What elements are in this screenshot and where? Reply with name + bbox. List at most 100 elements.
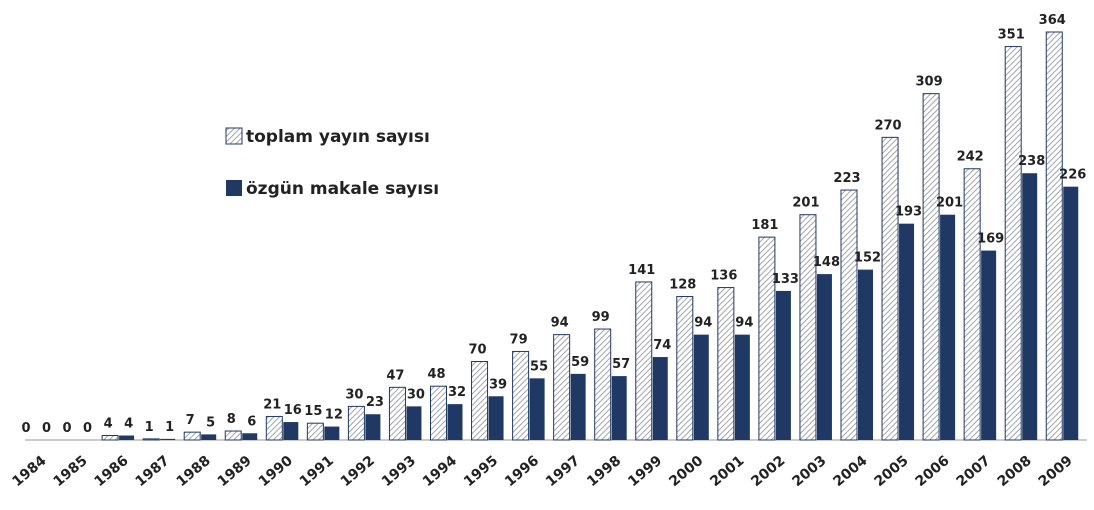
bar <box>652 357 668 440</box>
value-label: 238 <box>1018 154 1045 169</box>
value-label: 15 <box>304 404 322 419</box>
value-label: 242 <box>957 150 984 165</box>
bar <box>101 435 119 441</box>
legend-swatch <box>226 180 242 196</box>
value-label: 94 <box>551 316 569 331</box>
x-tick-label: 1993 <box>379 453 419 490</box>
bar <box>922 93 940 441</box>
x-tick-label: 1992 <box>338 453 378 490</box>
value-label: 79 <box>510 332 528 347</box>
value-label: 1 <box>145 420 154 435</box>
bar <box>594 328 612 441</box>
x-tick-label: 1985 <box>50 453 90 490</box>
bar <box>1063 186 1079 440</box>
bar <box>347 405 365 441</box>
bar <box>963 168 981 441</box>
x-tick-label: 1991 <box>297 453 337 490</box>
bar <box>775 290 791 440</box>
bar <box>306 422 324 441</box>
value-label: 364 <box>1039 13 1066 28</box>
x-tick-label: 1984 <box>9 453 49 490</box>
value-label: 94 <box>735 316 753 331</box>
x-tick-label: 1988 <box>174 453 214 490</box>
x-tick-label: 1996 <box>502 453 542 490</box>
bar <box>201 434 217 440</box>
bar <box>981 250 997 440</box>
value-label: 223 <box>833 171 860 186</box>
value-label: 32 <box>448 385 466 400</box>
bar <box>553 334 571 441</box>
bar <box>512 350 530 441</box>
value-label: 59 <box>571 355 589 370</box>
bar <box>881 136 899 441</box>
bar <box>858 269 873 440</box>
value-label: 169 <box>977 232 1004 247</box>
bar <box>799 214 817 441</box>
bar <box>1004 46 1022 441</box>
value-label: 152 <box>854 251 881 266</box>
bar <box>142 438 160 441</box>
bar <box>816 274 832 440</box>
bar <box>447 404 463 440</box>
bar <box>758 236 776 441</box>
value-label: 136 <box>710 269 737 284</box>
value-label: 351 <box>998 28 1025 43</box>
bar <box>406 406 422 440</box>
value-label: 0 <box>63 421 72 436</box>
bar <box>224 430 242 441</box>
value-label: 8 <box>227 412 236 427</box>
bar <box>635 281 653 441</box>
bar <box>488 396 504 440</box>
value-label: 23 <box>366 395 384 410</box>
value-label: 47 <box>386 368 404 383</box>
x-tick-label: 2002 <box>748 453 788 490</box>
value-label: 21 <box>263 397 281 412</box>
bar <box>324 426 340 440</box>
bar <box>734 334 750 440</box>
value-label: 4 <box>104 417 113 432</box>
value-label: 193 <box>895 205 922 220</box>
value-label: 201 <box>936 196 963 211</box>
value-label: 226 <box>1059 168 1086 183</box>
value-label: 201 <box>792 196 819 211</box>
bar <box>119 435 135 440</box>
bar <box>899 223 915 440</box>
x-tick-label: 2007 <box>954 453 994 490</box>
bar <box>388 386 406 441</box>
bar <box>283 422 299 440</box>
value-label: 4 <box>124 417 133 432</box>
value-label: 30 <box>407 387 425 402</box>
legend-label: özgün makale sayısı <box>246 179 439 199</box>
value-label: 0 <box>83 421 92 436</box>
value-label: 16 <box>284 403 302 418</box>
bar <box>365 414 381 440</box>
value-label: 148 <box>813 255 840 270</box>
value-label: 128 <box>669 278 696 293</box>
bar <box>693 334 709 440</box>
x-tick-label: 1994 <box>420 453 460 490</box>
bar <box>242 433 258 440</box>
x-tick-label: 1986 <box>92 453 132 490</box>
value-label: 48 <box>427 367 445 382</box>
x-tick-label: 1987 <box>133 453 173 490</box>
value-label: 0 <box>42 421 51 436</box>
value-label: 74 <box>653 338 671 353</box>
x-tick-label: 1989 <box>215 453 255 490</box>
x-tick-label: 1997 <box>543 453 583 490</box>
bar <box>265 415 283 441</box>
value-label: 141 <box>628 263 655 278</box>
value-label: 55 <box>530 359 548 374</box>
x-tick-label: 2001 <box>707 453 747 490</box>
bar <box>940 214 956 440</box>
value-label: 94 <box>694 316 712 331</box>
bar <box>840 189 858 441</box>
bar <box>160 438 176 440</box>
bar <box>529 378 545 440</box>
bar <box>1045 31 1063 441</box>
bar <box>471 361 489 441</box>
x-tick-label: 1998 <box>584 453 624 490</box>
value-label: 30 <box>345 387 363 402</box>
x-tick-label: 2000 <box>666 453 706 490</box>
value-label: 70 <box>469 343 487 358</box>
